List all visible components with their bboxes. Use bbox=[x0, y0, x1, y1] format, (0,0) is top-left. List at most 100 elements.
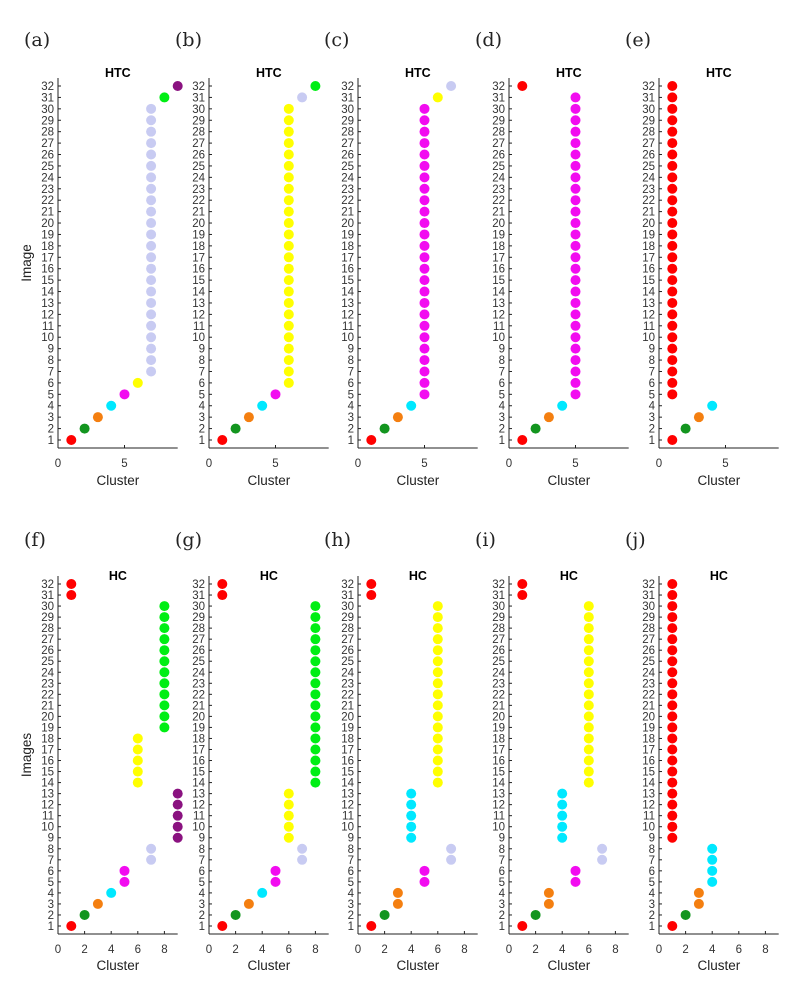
y-tick-label: 32 bbox=[341, 81, 354, 93]
y-tick-label: 29 bbox=[192, 115, 205, 127]
panel-title: HC bbox=[260, 569, 278, 583]
data-point bbox=[406, 799, 417, 810]
data-point bbox=[432, 612, 443, 623]
data-point bbox=[146, 115, 157, 126]
data-point bbox=[92, 412, 103, 423]
x-axis-label: Cluster bbox=[547, 958, 590, 973]
data-point bbox=[283, 115, 294, 126]
y-tick-label: 23 bbox=[492, 184, 505, 196]
y-tick-label: 21 bbox=[492, 700, 505, 712]
data-point bbox=[146, 343, 157, 354]
panel-title: HTC bbox=[256, 66, 282, 80]
y-tick-label: 5 bbox=[649, 389, 655, 401]
y-tick-label: 19 bbox=[492, 229, 505, 241]
y-tick-label: 12 bbox=[341, 309, 354, 321]
y-tick-label: 7 bbox=[48, 855, 54, 867]
data-point bbox=[680, 423, 691, 434]
y-axis-label: Image bbox=[19, 244, 34, 282]
data-point bbox=[419, 252, 430, 263]
y-tick-label: 1 bbox=[348, 435, 354, 447]
panel-title: HTC bbox=[105, 66, 131, 80]
data-point bbox=[419, 332, 430, 343]
data-point bbox=[583, 656, 594, 667]
data-point bbox=[159, 700, 170, 711]
data-point bbox=[283, 240, 294, 251]
y-tick-label: 20 bbox=[41, 218, 54, 230]
data-point bbox=[543, 898, 554, 909]
data-point bbox=[159, 667, 170, 678]
data-point bbox=[693, 412, 704, 423]
y-tick-label: 1 bbox=[48, 921, 54, 933]
data-point bbox=[172, 832, 183, 843]
data-point bbox=[432, 601, 443, 612]
panel-label: (b) bbox=[175, 29, 202, 51]
data-point bbox=[310, 601, 321, 612]
x-tick-label: 4 bbox=[108, 944, 115, 956]
y-tick-label: 10 bbox=[642, 822, 655, 834]
y-tick-label: 22 bbox=[492, 195, 505, 207]
data-point bbox=[283, 286, 294, 297]
y-tick-label: 24 bbox=[492, 172, 505, 184]
data-point bbox=[406, 810, 417, 821]
y-tick-label: 6 bbox=[48, 866, 54, 878]
y-tick-label: 26 bbox=[41, 645, 54, 657]
y-tick-label: 17 bbox=[642, 252, 655, 264]
y-tick-label: 5 bbox=[649, 877, 655, 889]
data-point bbox=[583, 634, 594, 645]
x-axis-label: Cluster bbox=[547, 473, 590, 488]
y-tick-label: 29 bbox=[642, 115, 655, 127]
panel-f: (f)HC12345678910111213141516171819202122… bbox=[19, 529, 183, 973]
data-point bbox=[446, 854, 457, 865]
data-point bbox=[379, 909, 390, 920]
y-tick-label: 25 bbox=[642, 161, 655, 173]
data-point bbox=[119, 876, 130, 887]
x-tick-label: 4 bbox=[259, 944, 266, 956]
data-point bbox=[667, 149, 678, 160]
y-tick-label: 11 bbox=[342, 321, 354, 333]
y-tick-label: 29 bbox=[341, 612, 354, 624]
data-point bbox=[119, 389, 130, 400]
y-tick-label: 26 bbox=[192, 150, 205, 162]
x-tick-label: 5 bbox=[121, 458, 127, 470]
data-point bbox=[419, 103, 430, 114]
panel-label: (a) bbox=[24, 29, 50, 51]
data-point bbox=[432, 656, 443, 667]
data-point bbox=[217, 579, 228, 589]
y-tick-label: 31 bbox=[192, 92, 205, 104]
y-tick-label: 32 bbox=[41, 579, 54, 591]
x-tick-label: 4 bbox=[709, 944, 716, 956]
y-tick-label: 12 bbox=[492, 309, 505, 321]
data-point bbox=[432, 92, 443, 103]
data-point bbox=[707, 876, 718, 887]
y-tick-label: 26 bbox=[642, 645, 655, 657]
data-point bbox=[310, 689, 321, 700]
y-tick-label: 27 bbox=[492, 138, 505, 150]
data-point bbox=[159, 689, 170, 700]
data-point bbox=[570, 138, 581, 149]
y-tick-label: 31 bbox=[41, 92, 54, 104]
y-tick-label: 12 bbox=[192, 800, 205, 812]
y-tick-label: 11 bbox=[342, 811, 354, 823]
data-point bbox=[570, 366, 581, 377]
y-tick-label: 16 bbox=[492, 264, 505, 276]
data-point bbox=[530, 909, 541, 920]
panel-e: (e)HTC1234567891011121314151617181920212… bbox=[625, 29, 779, 488]
y-tick-label: 30 bbox=[192, 104, 205, 116]
y-tick-label: 9 bbox=[48, 344, 54, 356]
y-tick-label: 15 bbox=[642, 767, 655, 779]
y-tick-label: 20 bbox=[341, 711, 354, 723]
y-tick-label: 22 bbox=[642, 689, 655, 701]
data-point bbox=[283, 160, 294, 171]
y-tick-label: 11 bbox=[193, 321, 205, 333]
y-tick-label: 6 bbox=[499, 378, 505, 390]
data-point bbox=[570, 377, 581, 388]
data-point bbox=[667, 81, 678, 91]
y-tick-label: 25 bbox=[341, 656, 354, 668]
panel-h: (h)HC12345678910111213141516171819202122… bbox=[324, 529, 478, 973]
y-tick-label: 7 bbox=[48, 366, 54, 378]
data-point bbox=[432, 667, 443, 678]
data-point bbox=[419, 138, 430, 149]
y-tick-label: 18 bbox=[341, 241, 354, 253]
y-tick-label: 18 bbox=[41, 733, 54, 745]
data-point bbox=[432, 722, 443, 733]
